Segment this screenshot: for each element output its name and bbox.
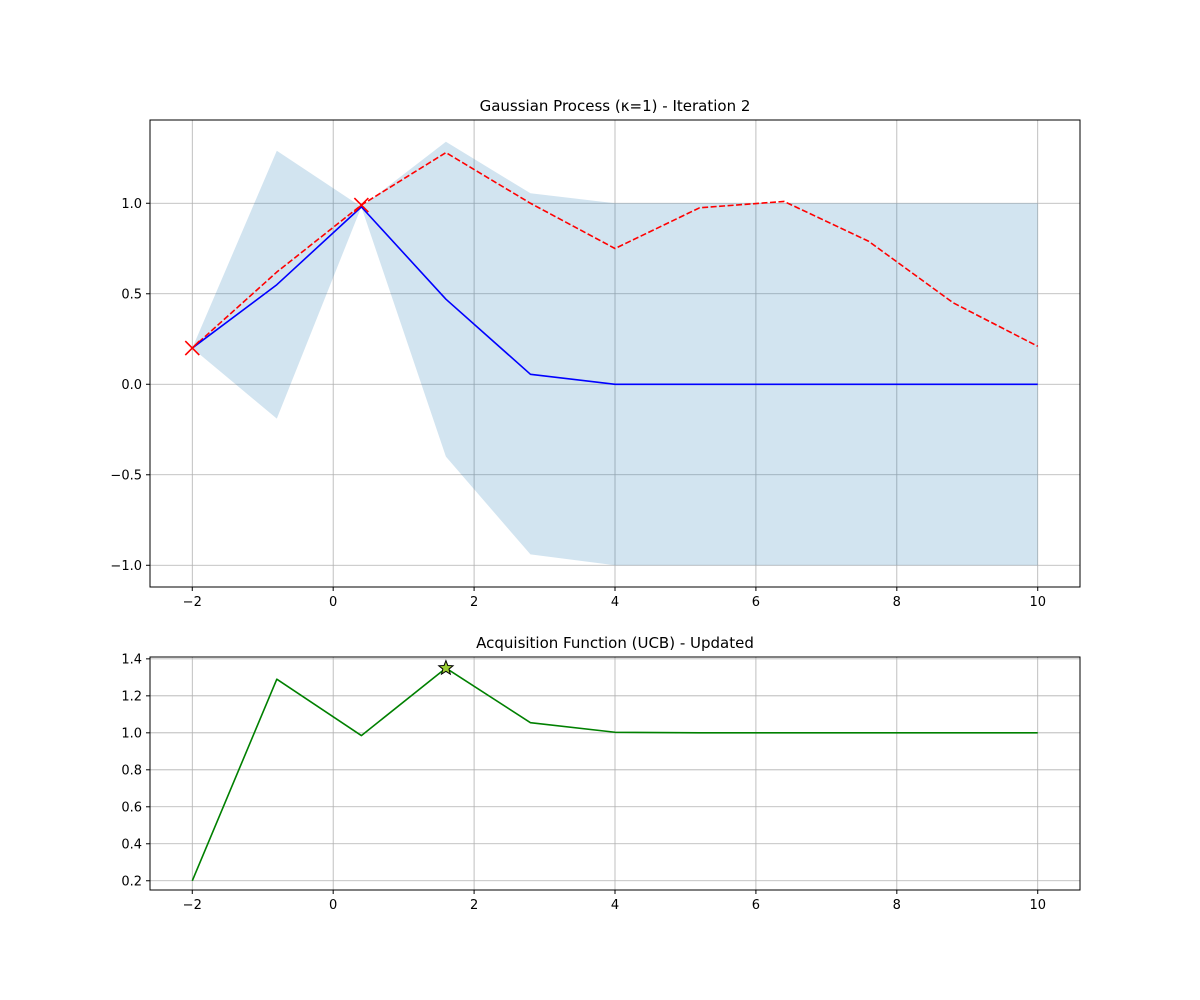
y-tick-label: 0.0 — [121, 378, 142, 393]
observation-marker — [353, 197, 369, 213]
x-tick-label: −2 — [183, 595, 202, 610]
y-tick-label: 1.0 — [121, 197, 142, 212]
chart-title: Acquisition Function (UCB) - Updated — [476, 634, 754, 652]
confidence-band — [192, 141, 1038, 566]
y-tick-label: 1.4 — [121, 652, 142, 667]
y-tick-label: 0.2 — [121, 874, 142, 889]
y-tick-label: 1.2 — [121, 689, 142, 704]
x-tick-label: 2 — [470, 898, 478, 913]
x-tick-label: 8 — [893, 595, 901, 610]
chart-title: Gaussian Process (κ=1) - Iteration 2 — [480, 97, 751, 115]
max-acquisition-star-marker — [437, 659, 455, 676]
y-tick-label: 0.8 — [121, 763, 142, 778]
gp-mean-line — [191, 206, 1038, 386]
y-tick-label: −0.5 — [110, 468, 142, 483]
x-tick-label: 0 — [329, 595, 337, 610]
x-tick-label: 6 — [752, 898, 760, 913]
y-tick-label: 0.5 — [121, 287, 142, 302]
x-tick-label: −2 — [183, 898, 202, 913]
y-tick-label: 0.4 — [121, 837, 142, 852]
x-tick-label: 2 — [470, 595, 478, 610]
y-tick-label: 1.0 — [121, 726, 142, 741]
x-tick-label: 4 — [611, 595, 619, 610]
gp-panel: −2 0 2 4 6 8 10 −1.0 −0.5 0.0 0.5 1.0 Gaussian Proce… — [110, 97, 1081, 610]
acquisition-line — [191, 667, 1038, 882]
y-tick-label: 0.6 — [121, 800, 142, 815]
true-function-line — [191, 151, 1039, 349]
y-tick-label: −1.0 — [110, 559, 142, 574]
x-tick-label: 0 — [329, 898, 337, 913]
x-tick-label: 10 — [1029, 898, 1046, 913]
acquisition-panel: −2 0 2 4 6 8 10 0.2 0.4 0.6 0.8 1.0 1.2 1.4 Acquisitio… — [121, 634, 1081, 913]
x-tick-label: 10 — [1029, 595, 1046, 610]
x-tick-label: 4 — [611, 898, 619, 913]
observation-marker — [184, 340, 200, 356]
x-tick-label: 6 — [752, 595, 760, 610]
x-tick-label: 8 — [893, 898, 901, 913]
